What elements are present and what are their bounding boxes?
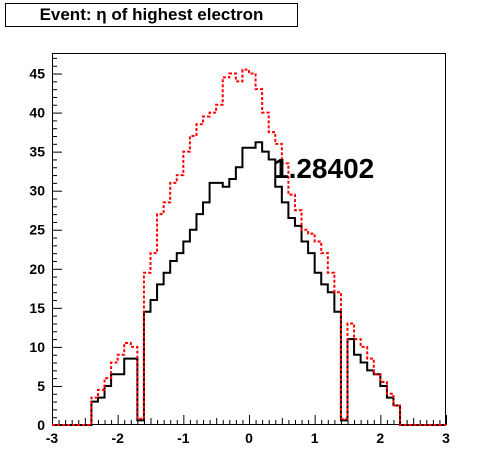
y-tick-label: 25: [29, 222, 45, 238]
x-tick-label: -2: [111, 430, 124, 446]
y-tick-label: 35: [29, 144, 45, 160]
series-dashed-red: [52, 68, 446, 426]
y-tick-label: 15: [29, 300, 45, 316]
y-tick-label: 30: [29, 183, 45, 199]
mean-annotation: 1.28402: [273, 153, 374, 184]
axis-ticks: [52, 57, 447, 426]
chart-title: Event: η of highest electron: [5, 3, 298, 27]
x-tick-label: 0: [245, 430, 253, 446]
histogram-series: [52, 68, 446, 426]
x-tick-label: 1: [311, 430, 319, 446]
y-tick-label: 20: [29, 261, 45, 277]
x-tick-label: 2: [376, 430, 384, 446]
x-tick-label: -1: [177, 430, 190, 446]
y-tick-label: 0: [37, 417, 45, 433]
x-tick-label: 3: [442, 430, 450, 446]
series-solid-black: [52, 141, 446, 426]
x-tick-label: -3: [46, 430, 59, 446]
y-tick-label: 40: [29, 105, 45, 121]
y-tick-label: 5: [37, 378, 45, 394]
y-tick-label: 10: [29, 339, 45, 355]
y-tick-label: 45: [29, 66, 45, 82]
